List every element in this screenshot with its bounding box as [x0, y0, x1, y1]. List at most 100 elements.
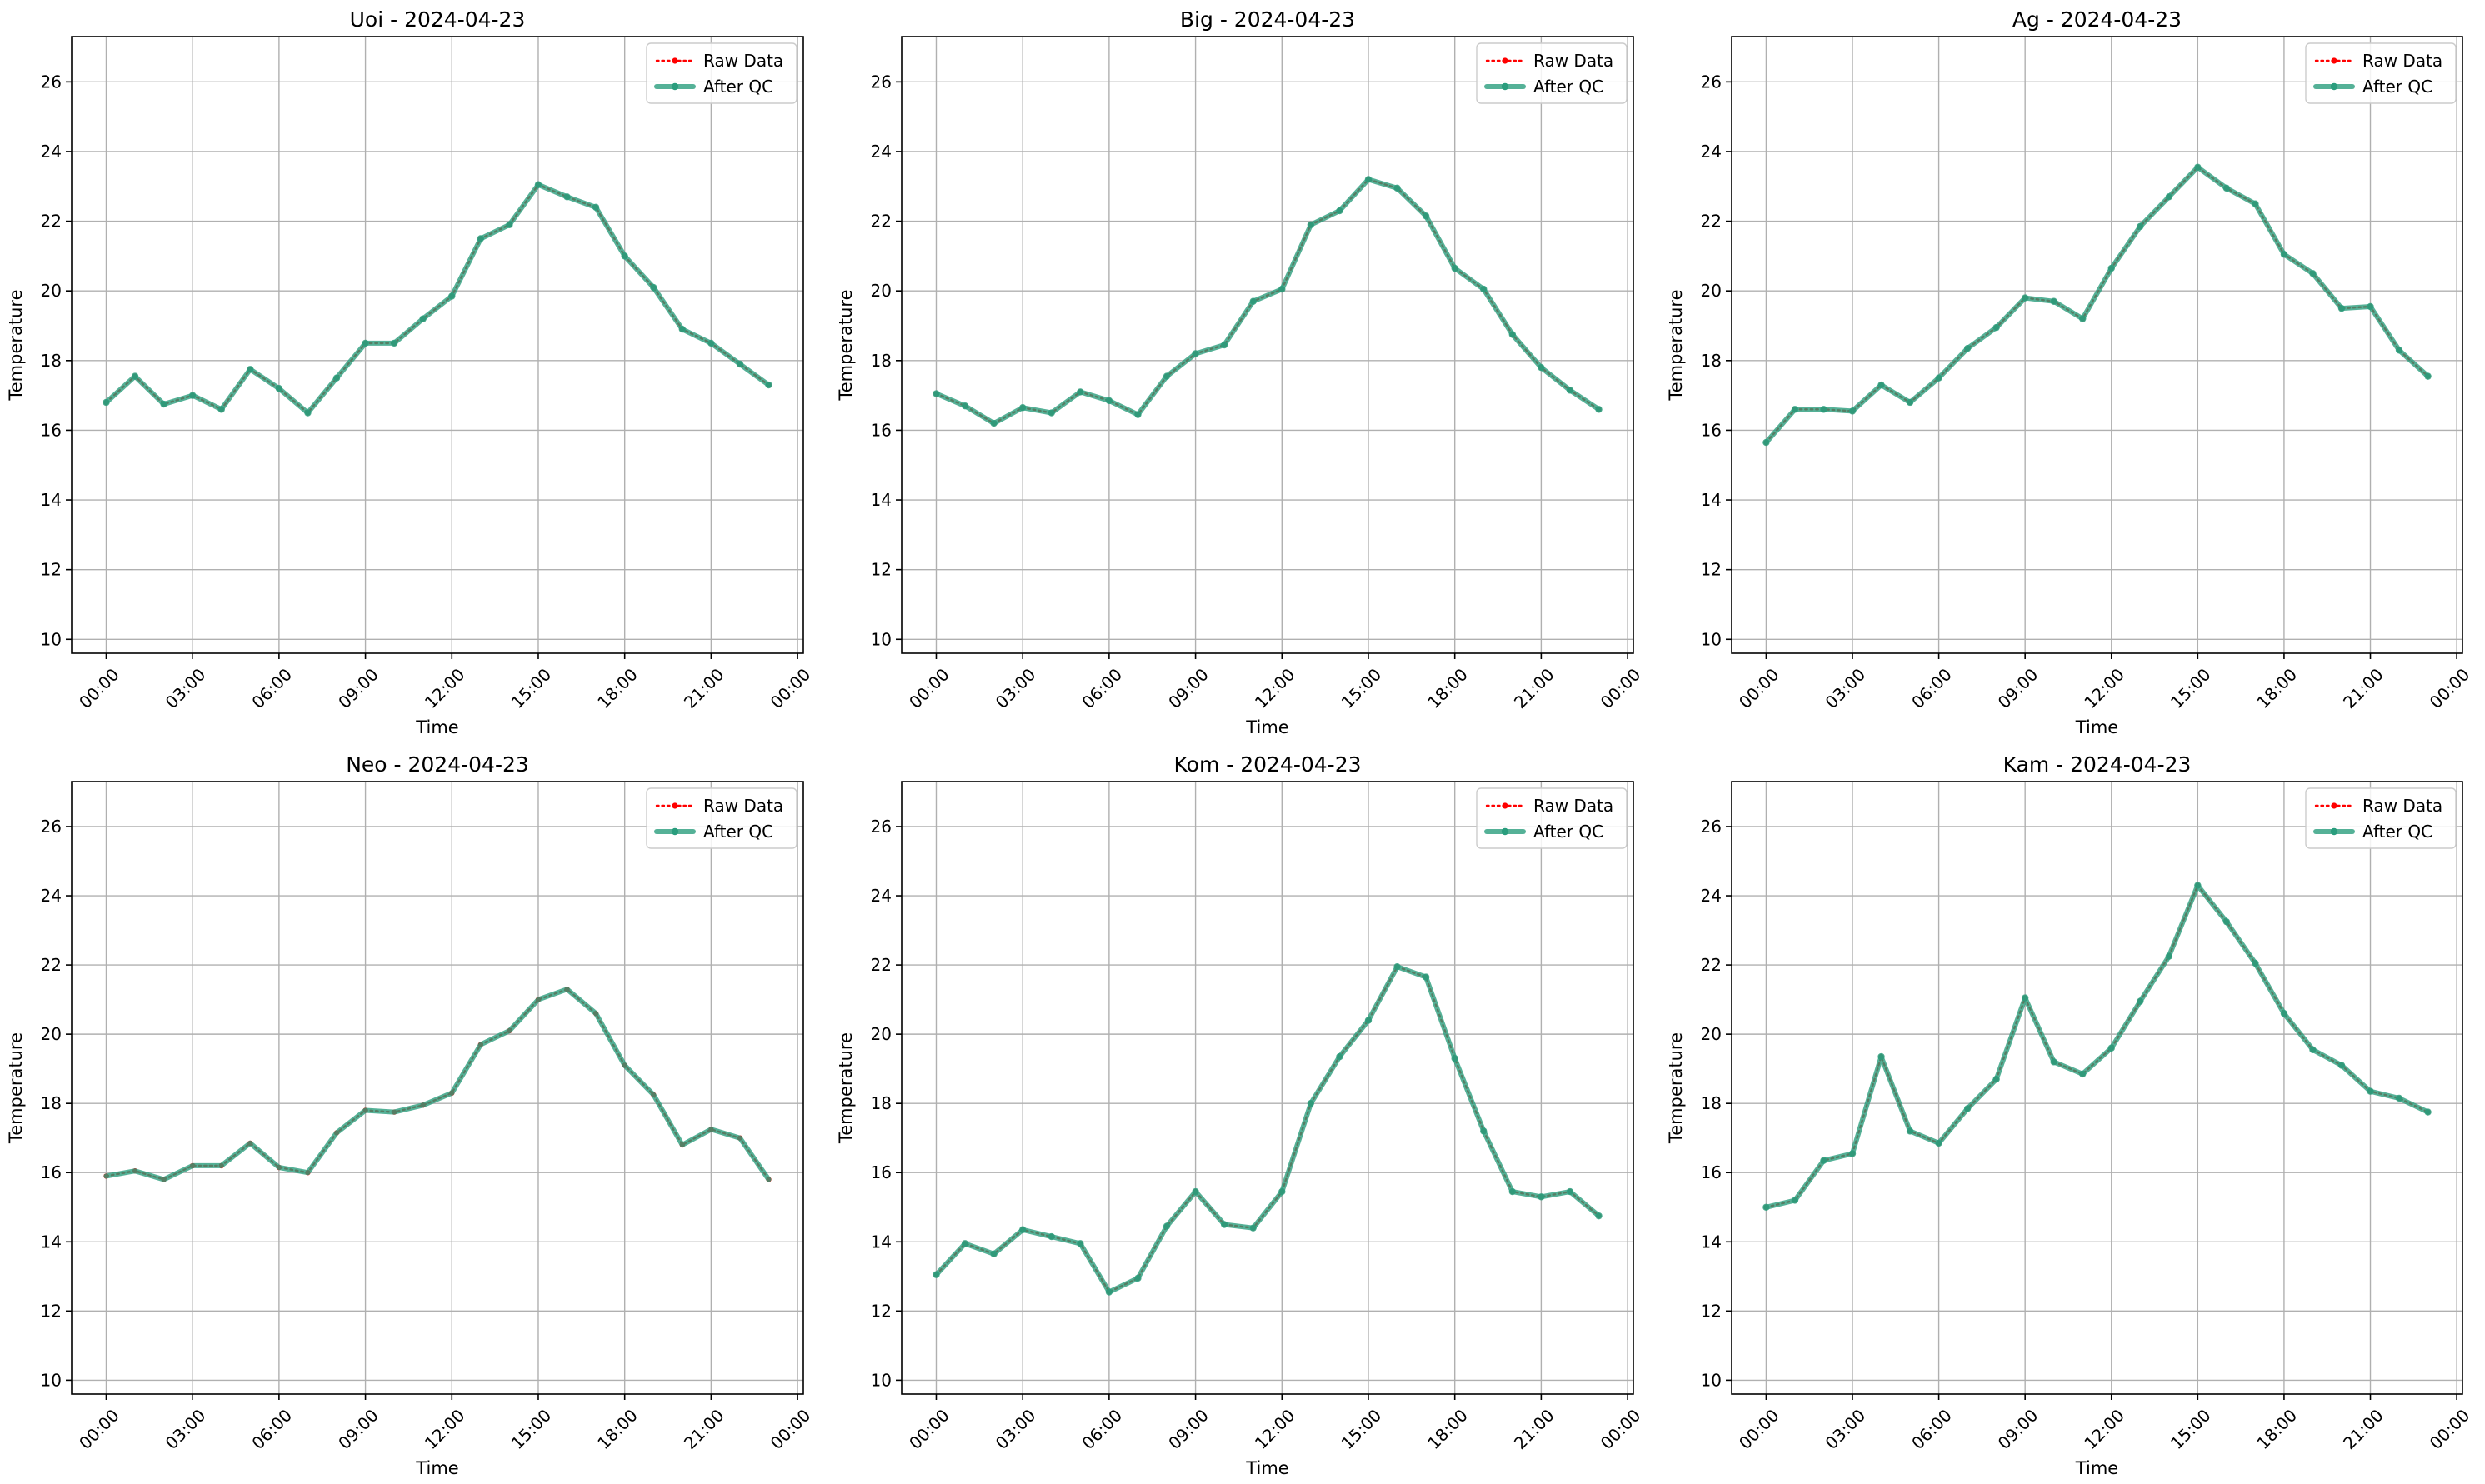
data-point-after-qc [1508, 1187, 1517, 1196]
x-tick-label: 00:00 [2426, 664, 2474, 712]
x-tick-label: 00:00 [905, 1405, 953, 1453]
data-point-after-qc [2194, 163, 2202, 171]
y-tick-label: 26 [1701, 72, 1722, 92]
data-point-after-qc [2222, 184, 2231, 192]
data-point-after-qc [1848, 1150, 1857, 1157]
x-tick-label: 15:00 [508, 1405, 556, 1453]
data-point-after-qc [1595, 406, 1602, 413]
chart-title: Kom - 2024-04-23 [1174, 752, 1362, 777]
x-tick-label: 15:00 [1338, 664, 1386, 712]
y-axis-label: Temperature [836, 1032, 856, 1144]
data-point-after-qc [2222, 917, 2231, 926]
x-tick-label: 00:00 [767, 664, 815, 712]
x-tick-label: 03:00 [162, 664, 210, 712]
x-axis-label: Time [415, 717, 458, 737]
y-tick-label: 14 [871, 490, 892, 510]
data-point-after-qc [1935, 1139, 1942, 1147]
data-point-after-qc [1393, 962, 1401, 971]
data-point-after-qc [765, 381, 772, 389]
data-point-after-qc [362, 339, 369, 347]
data-point-after-qc [1538, 363, 1545, 372]
data-point-after-qc [1336, 1052, 1343, 1061]
y-tick-label: 12 [1701, 560, 1722, 580]
data-point-after-qc [708, 339, 715, 347]
axes-frame [901, 36, 1634, 654]
x-tick-label: 06:00 [1908, 1405, 1956, 1453]
data-point-after-qc [1422, 973, 1430, 981]
data-point-after-qc [1162, 372, 1171, 380]
data-point-after-qc [736, 360, 744, 368]
y-tick-label: 16 [1701, 420, 1722, 440]
data-point-after-qc [1307, 221, 1315, 228]
data-point-after-qc [419, 315, 427, 322]
x-axis-label: Time [415, 1458, 458, 1478]
data-point-after-qc [2108, 1044, 2115, 1052]
series-line-after-qc [103, 182, 772, 416]
x-tick-label: 03:00 [162, 1405, 210, 1453]
data-point-after-qc [990, 419, 998, 427]
legend-label: After QC [703, 822, 773, 842]
legend-marker [672, 802, 678, 809]
y-tick-label: 12 [1701, 1301, 1722, 1321]
data-point-after-qc [1451, 1055, 1458, 1062]
data-point-after-qc [2424, 372, 2432, 380]
y-tick-label: 26 [41, 72, 62, 92]
legend-label: Raw Data [1533, 51, 1613, 71]
data-point-after-qc [2367, 302, 2374, 311]
data-point-after-qc [448, 292, 456, 300]
data-point-after-qc [2021, 994, 2029, 1002]
y-tick-label: 18 [1701, 1093, 1722, 1113]
y-tick-label: 10 [41, 1370, 62, 1390]
x-tick-label: 00:00 [75, 1405, 123, 1453]
x-tick-label: 00:00 [1597, 1405, 1645, 1453]
data-point-after-qc [1963, 1105, 1972, 1112]
data-point-after-qc [1820, 406, 1828, 413]
data-point-after-qc [932, 1271, 940, 1278]
y-tick-label: 16 [871, 1162, 892, 1182]
y-tick-label: 24 [871, 886, 892, 906]
y-tick-label: 12 [871, 1301, 892, 1321]
data-point-after-qc [304, 409, 312, 417]
x-axis-label: Time [1245, 1458, 1288, 1478]
data-point-after-qc [2194, 882, 2202, 889]
data-point-after-qc [1077, 388, 1084, 396]
legend-marker [1501, 827, 1509, 836]
data-point-after-qc [1791, 1197, 1799, 1204]
chart-title: Kam - 2024-04-23 [2003, 752, 2192, 777]
y-tick-label: 20 [1701, 281, 1722, 301]
legend-label: After QC [703, 77, 773, 97]
data-point-after-qc [1249, 1224, 1257, 1232]
y-tick-label: 18 [1701, 351, 1722, 371]
x-tick-label: 12:00 [1251, 664, 1299, 712]
x-tick-label: 18:00 [1423, 1405, 1472, 1453]
data-point-after-qc [1762, 438, 1770, 447]
data-point-after-qc [1018, 1226, 1027, 1233]
data-point-after-qc [2165, 952, 2173, 960]
data-point-after-qc [332, 374, 341, 382]
y-tick-label: 24 [1701, 886, 1722, 906]
x-tick-label: 03:00 [1822, 1405, 1870, 1453]
data-point-after-qc [961, 1240, 969, 1247]
y-tick-label: 10 [41, 629, 62, 649]
x-tick-label: 15:00 [2167, 664, 2215, 712]
data-point-after-qc [2424, 1108, 2432, 1116]
x-tick-label: 09:00 [1994, 664, 2042, 712]
data-point-after-qc [2280, 251, 2288, 258]
data-point-after-qc [2252, 200, 2259, 207]
legend-marker [671, 82, 679, 91]
y-tick-label: 24 [871, 142, 892, 162]
legend: Raw Data After QC [646, 787, 798, 849]
data-point-after-qc [2079, 1070, 2087, 1078]
legend: Raw Data After QC [1476, 42, 1628, 104]
axes-frame [901, 781, 1634, 1395]
y-tick-label: 26 [871, 72, 892, 92]
series-line-raw-data [935, 178, 1600, 425]
y-tick-label: 18 [871, 351, 892, 371]
data-point-after-qc [477, 235, 485, 242]
data-point-after-qc [1307, 1099, 1315, 1107]
legend: Raw Data After QC [646, 42, 798, 104]
y-tick-label: 10 [1701, 629, 1722, 649]
x-axis-label: Time [2075, 1458, 2118, 1478]
data-point-after-qc [218, 406, 225, 413]
